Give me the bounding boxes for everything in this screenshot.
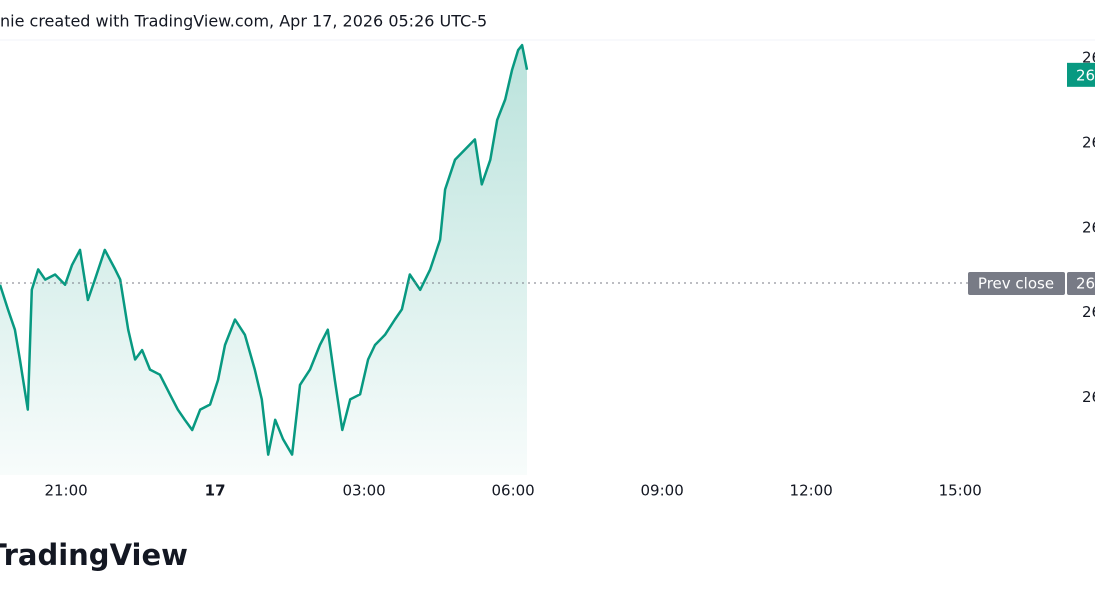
x-tick-label: 06:00 <box>492 482 535 500</box>
y-tick-label: 26 <box>1082 133 1095 151</box>
x-tick-label: 15:00 <box>939 482 982 500</box>
area <box>0 45 527 475</box>
y-tick-label: 26 <box>1082 388 1095 406</box>
x-tick-label: 09:00 <box>641 482 684 500</box>
x-tick-label: 17 <box>205 482 226 500</box>
price-line <box>0 43 529 456</box>
logo: TradingView <box>0 538 188 572</box>
prev-close-text: Prev close <box>978 274 1054 292</box>
x-tick-label: 03:00 <box>342 482 385 500</box>
y-tick-label: 26 <box>1082 48 1095 66</box>
x-tick-label: 21:00 <box>44 482 87 500</box>
x-tick-label: 12:00 <box>790 482 833 500</box>
y-tick-label: 26 <box>1082 303 1095 321</box>
last-price-box <box>1067 62 1095 87</box>
last-price: 26 <box>1076 66 1095 84</box>
header-text: nie created with TradingView.com, Apr 17… <box>0 12 487 31</box>
prev-close-box <box>968 271 1065 295</box>
y-tick-label: 26 <box>1082 218 1095 236</box>
prev-close-price: 26 <box>1076 274 1095 292</box>
prev-close-price-box <box>1067 271 1095 295</box>
